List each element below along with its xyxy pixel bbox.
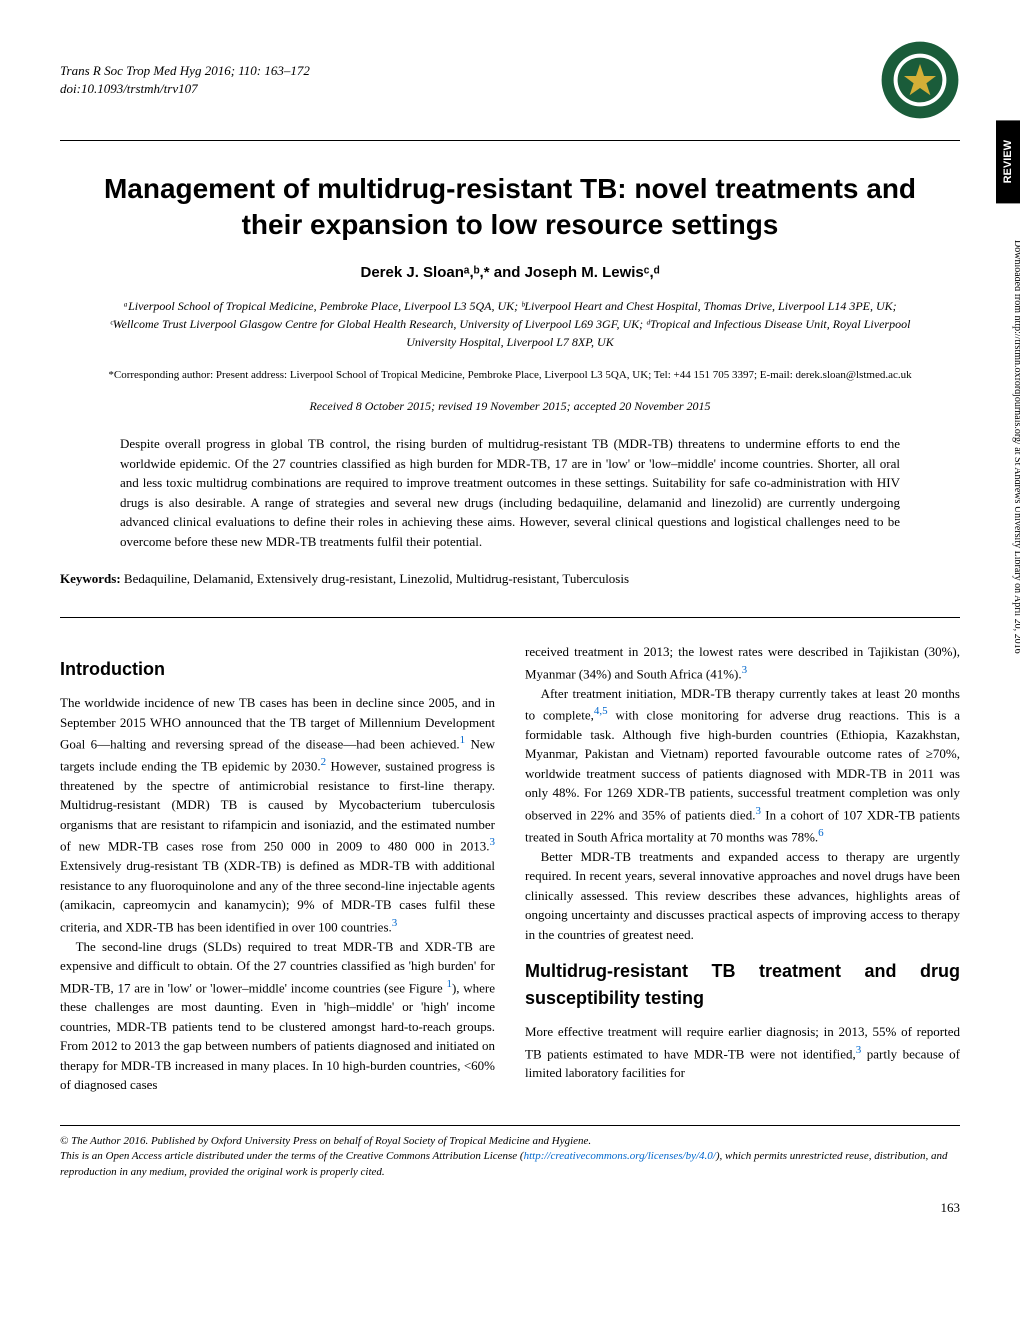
keywords: Keywords: Bedaquiline, Delamanid, Extens… (60, 571, 960, 587)
header-bar: Trans R Soc Trop Med Hyg 2016; 110: 163–… (60, 40, 960, 120)
page-number: 163 (60, 1200, 960, 1216)
journal-citation: Trans R Soc Trop Med Hyg 2016; 110: 163–… (60, 62, 310, 80)
doi: doi:10.1093/trstmh/trv107 (60, 80, 310, 98)
ref-3: 3 (490, 836, 496, 848)
journal-logo (880, 40, 960, 120)
ref-3b: 3 (392, 917, 398, 929)
copyright-line: © The Author 2016. Published by Oxford U… (60, 1134, 960, 1149)
body-columns: Introduction The worldwide incidence of … (60, 642, 960, 1095)
intro-para-3: After treatment initiation, MDR-TB thera… (525, 684, 960, 847)
review-tab: REVIEW (996, 120, 1020, 203)
keywords-label: Keywords: (60, 571, 121, 586)
column-left: Introduction The worldwide incidence of … (60, 642, 495, 1095)
column-right: received treatment in 2013; the lowest r… (525, 642, 960, 1095)
journal-info: Trans R Soc Trop Med Hyg 2016; 110: 163–… (60, 62, 310, 98)
intro-para-1: The worldwide incidence of new TB cases … (60, 693, 495, 936)
abstract: Despite overall progress in global TB co… (120, 434, 900, 551)
intro-para-4: Better MDR-TB treatments and expanded ac… (525, 847, 960, 945)
article-title: Management of multidrug-resistant TB: no… (100, 171, 920, 244)
license-line: This is an Open Access article distribut… (60, 1149, 960, 1180)
received-dates: Received 8 October 2015; revised 19 Nove… (60, 399, 960, 414)
affiliations: ᵃLiverpool School of Tropical Medicine, … (100, 297, 920, 351)
authors: Derek J. Sloanᵃ,ᵇ,* and Joseph M. Lewisᶜ… (60, 264, 960, 281)
ref-3c: 3 (742, 664, 748, 676)
intro-para-2: The second-line drugs (SLDs) required to… (60, 937, 495, 1095)
ref-45: 4,5 (594, 705, 608, 717)
intro-heading: Introduction (60, 656, 495, 683)
section2-para-1: More effective treatment will require ea… (525, 1022, 960, 1083)
footer: © The Author 2016. Published by Oxford U… (60, 1134, 960, 1180)
intro-para-2-cont: received treatment in 2013; the lowest r… (525, 642, 960, 683)
footer-rule (60, 1125, 960, 1126)
section2-heading: Multidrug-resistant TB treatment and dru… (525, 958, 960, 1012)
keywords-text: Bedaquiline, Delamanid, Extensively drug… (121, 571, 629, 586)
license-link[interactable]: http://creativecommons.org/licenses/by/4… (524, 1150, 716, 1162)
header-divider (60, 140, 960, 141)
corresponding-author: *Corresponding author: Present address: … (60, 367, 960, 384)
ref-6: 6 (818, 827, 824, 839)
download-notice: Downloaded from http://trstmh.oxfordjour… (1011, 240, 1020, 654)
abstract-divider (60, 617, 960, 618)
